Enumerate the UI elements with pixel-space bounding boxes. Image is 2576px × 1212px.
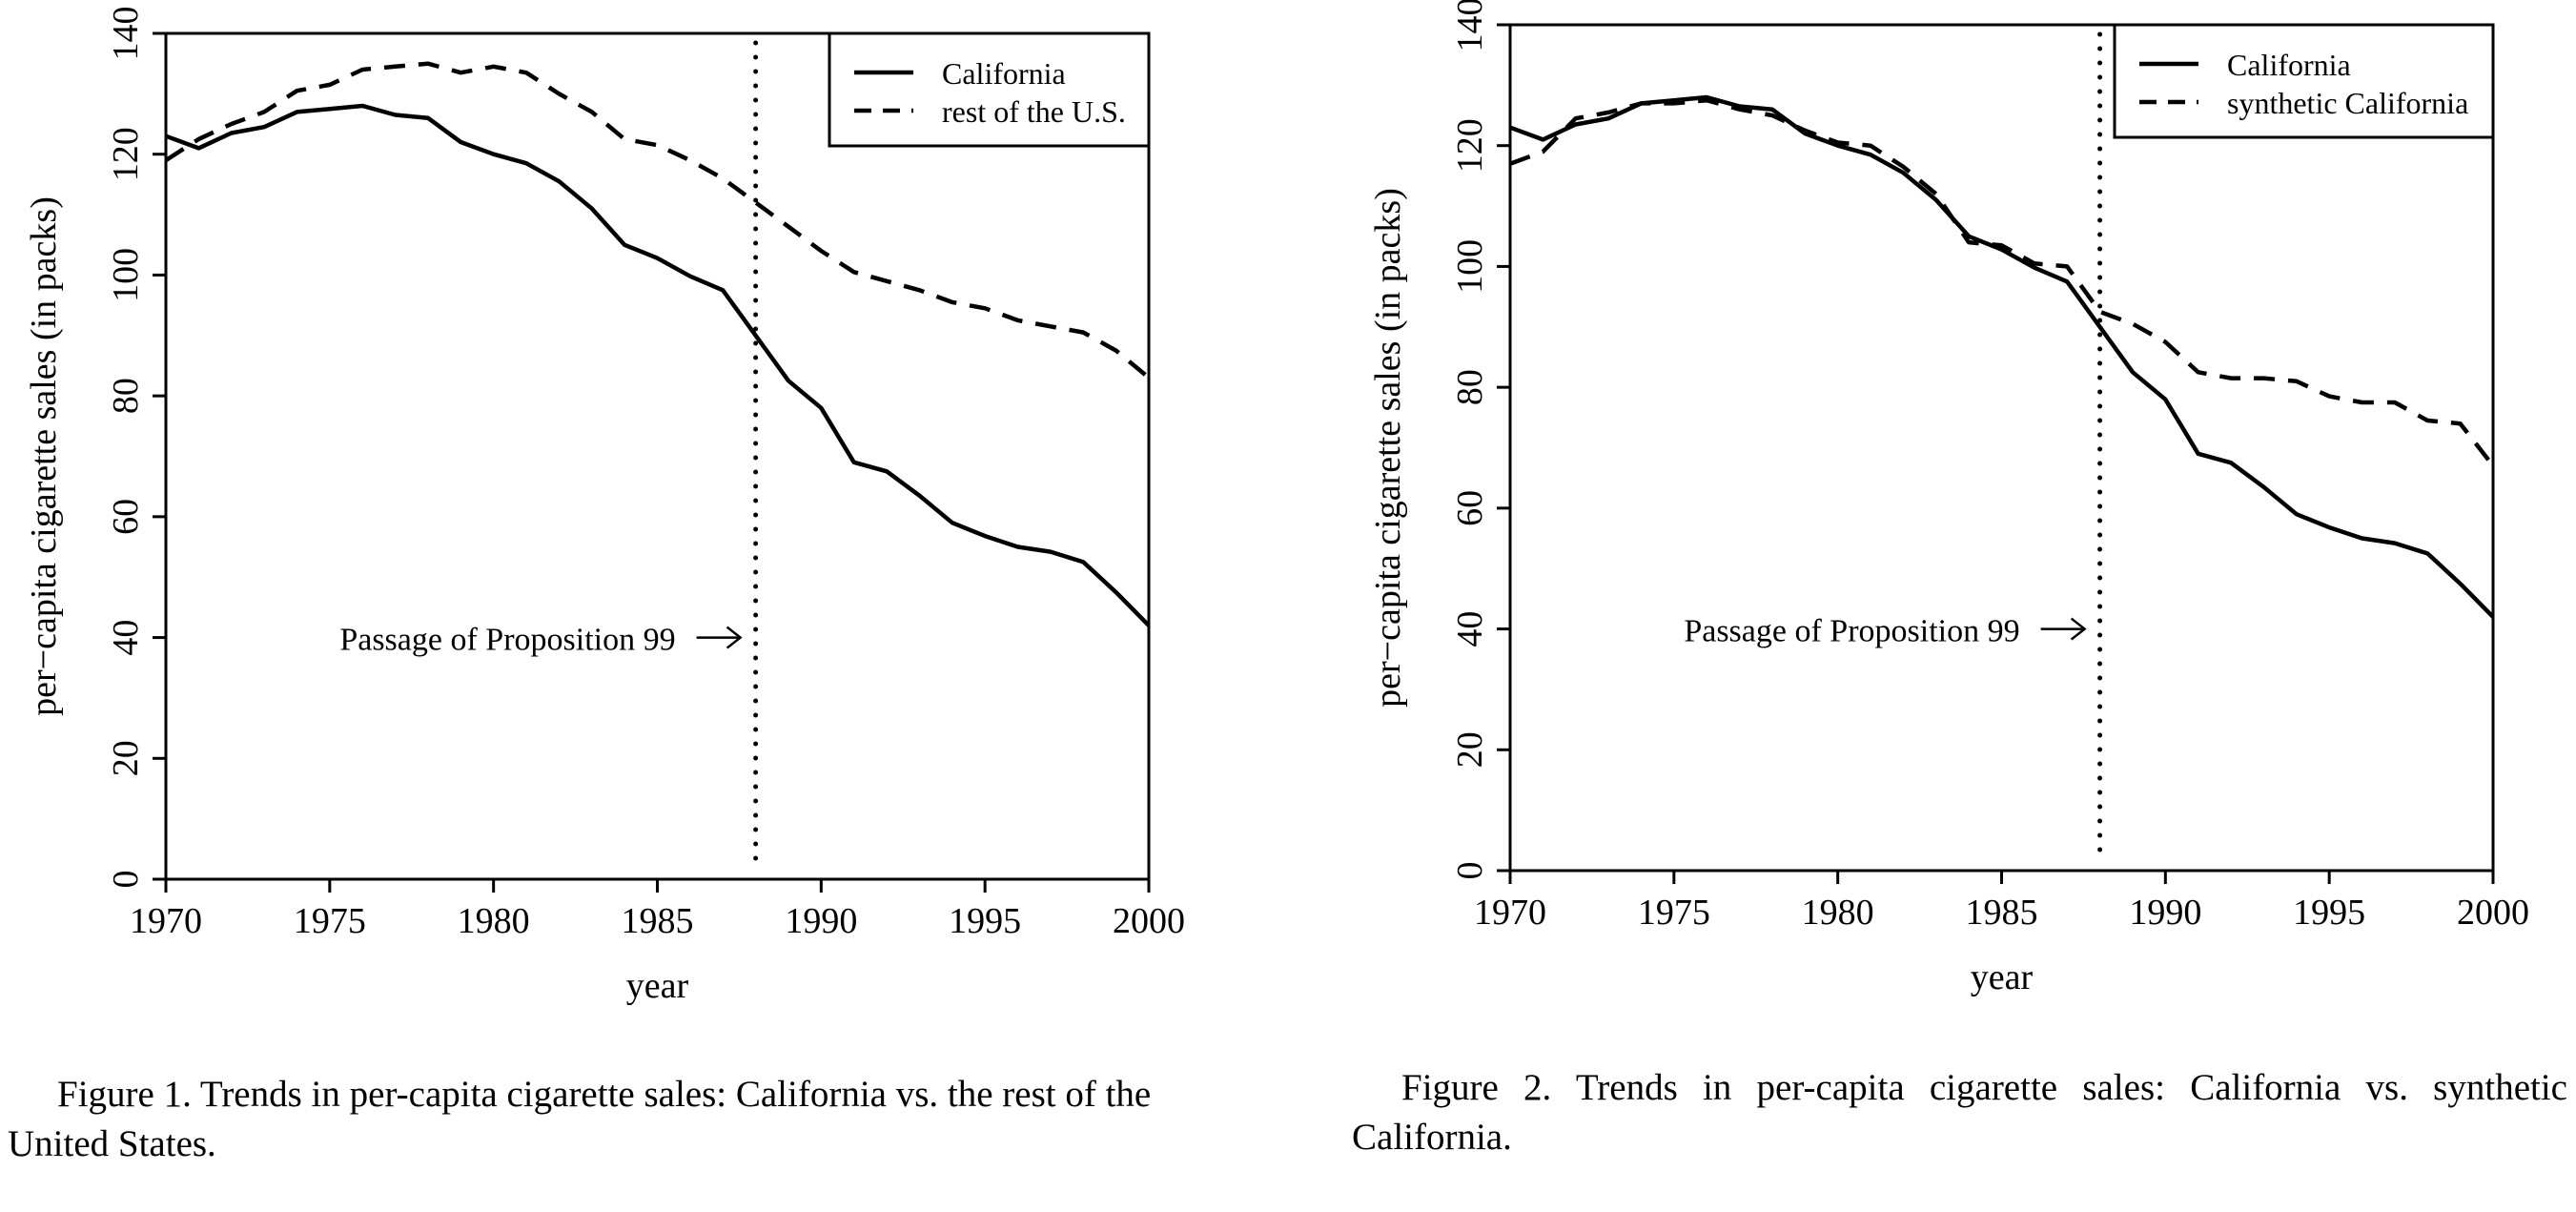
y-tick-label: 80 xyxy=(1450,369,1490,405)
legend-label: synthetic California xyxy=(2227,86,2468,120)
annotation-text: Passage of Proposition 99 xyxy=(339,623,675,658)
y-axis-title: per−capita cigarette sales (in packs) xyxy=(24,196,64,716)
y-tick-label: 20 xyxy=(1450,731,1490,768)
series-line-dashed xyxy=(164,61,1151,380)
plot-frame xyxy=(164,31,1151,881)
x-tick-label: 1980 xyxy=(1802,893,1874,933)
legend-box xyxy=(2113,23,2495,139)
series-line-dashed xyxy=(1509,97,2495,467)
figure-1-caption: Figure 1. Trends in per-capita cigarette… xyxy=(8,1074,1152,1164)
x-axis-title: year xyxy=(626,966,689,1006)
figure-2-caption: Figure 2. Trends in per-capita cigarette… xyxy=(1352,1067,2567,1158)
x-tick-label: 1975 xyxy=(1638,893,1710,933)
legend-label: California xyxy=(942,56,1066,91)
plot-frame xyxy=(1508,23,2495,873)
chart-1: 1970 1975 1980 1985 1990 1995 2000 0 20 40 60 80 100… xyxy=(24,7,1185,1007)
annotation-arrow-head xyxy=(726,626,743,649)
legend-label: California xyxy=(2227,48,2351,82)
annotation-arrow-head xyxy=(2070,617,2087,641)
x-tick-label: 1970 xyxy=(1474,893,1546,933)
x-tick-label: 1975 xyxy=(294,901,366,941)
x-tick-label: 2000 xyxy=(1113,901,1185,941)
y-tick-label: 100 xyxy=(106,248,146,302)
annotation-text: Passage of Proposition 99 xyxy=(1684,614,2019,649)
x-tick-label: 1990 xyxy=(2129,893,2201,933)
legend-box xyxy=(828,31,1151,148)
y-tick-label: 40 xyxy=(106,620,146,656)
y-tick-label: 100 xyxy=(1450,239,1490,294)
series-line-solid xyxy=(165,103,1151,627)
y-tick-label: 140 xyxy=(1450,0,1490,52)
y-tick-label: 120 xyxy=(1450,118,1490,173)
y-tick-label: 60 xyxy=(1450,490,1490,526)
x-tick-label: 1985 xyxy=(622,901,694,941)
y-tick-label: 0 xyxy=(106,871,146,889)
y-tick-label: 120 xyxy=(106,127,146,181)
y-tick-label: 140 xyxy=(106,7,146,61)
x-tick-label: 1970 xyxy=(130,901,202,941)
y-axis-title: per−capita cigarette sales (in packs) xyxy=(1368,188,1408,708)
y-tick-label: 80 xyxy=(106,378,146,414)
x-tick-label: 1990 xyxy=(785,901,857,941)
x-tick-label: 1995 xyxy=(949,901,1021,941)
x-tick-label: 1995 xyxy=(2293,893,2365,933)
x-tick-label: 1980 xyxy=(458,901,530,941)
x-tick-label: 1985 xyxy=(1966,893,2038,933)
y-tick-label: 60 xyxy=(106,499,146,535)
x-axis-title: year xyxy=(1971,957,2034,997)
y-tick-label: 0 xyxy=(1450,862,1490,880)
x-tick-label: 2000 xyxy=(2457,893,2529,933)
y-tick-label: 40 xyxy=(1450,611,1490,647)
chart-2: 1970 1975 1980 1985 1990 1995 2000 0 20 40 60 80 100… xyxy=(1368,0,2529,997)
y-tick-label: 20 xyxy=(106,740,146,776)
series-line-solid xyxy=(1509,94,2495,619)
legend-label: rest of the U.S. xyxy=(942,94,1126,129)
